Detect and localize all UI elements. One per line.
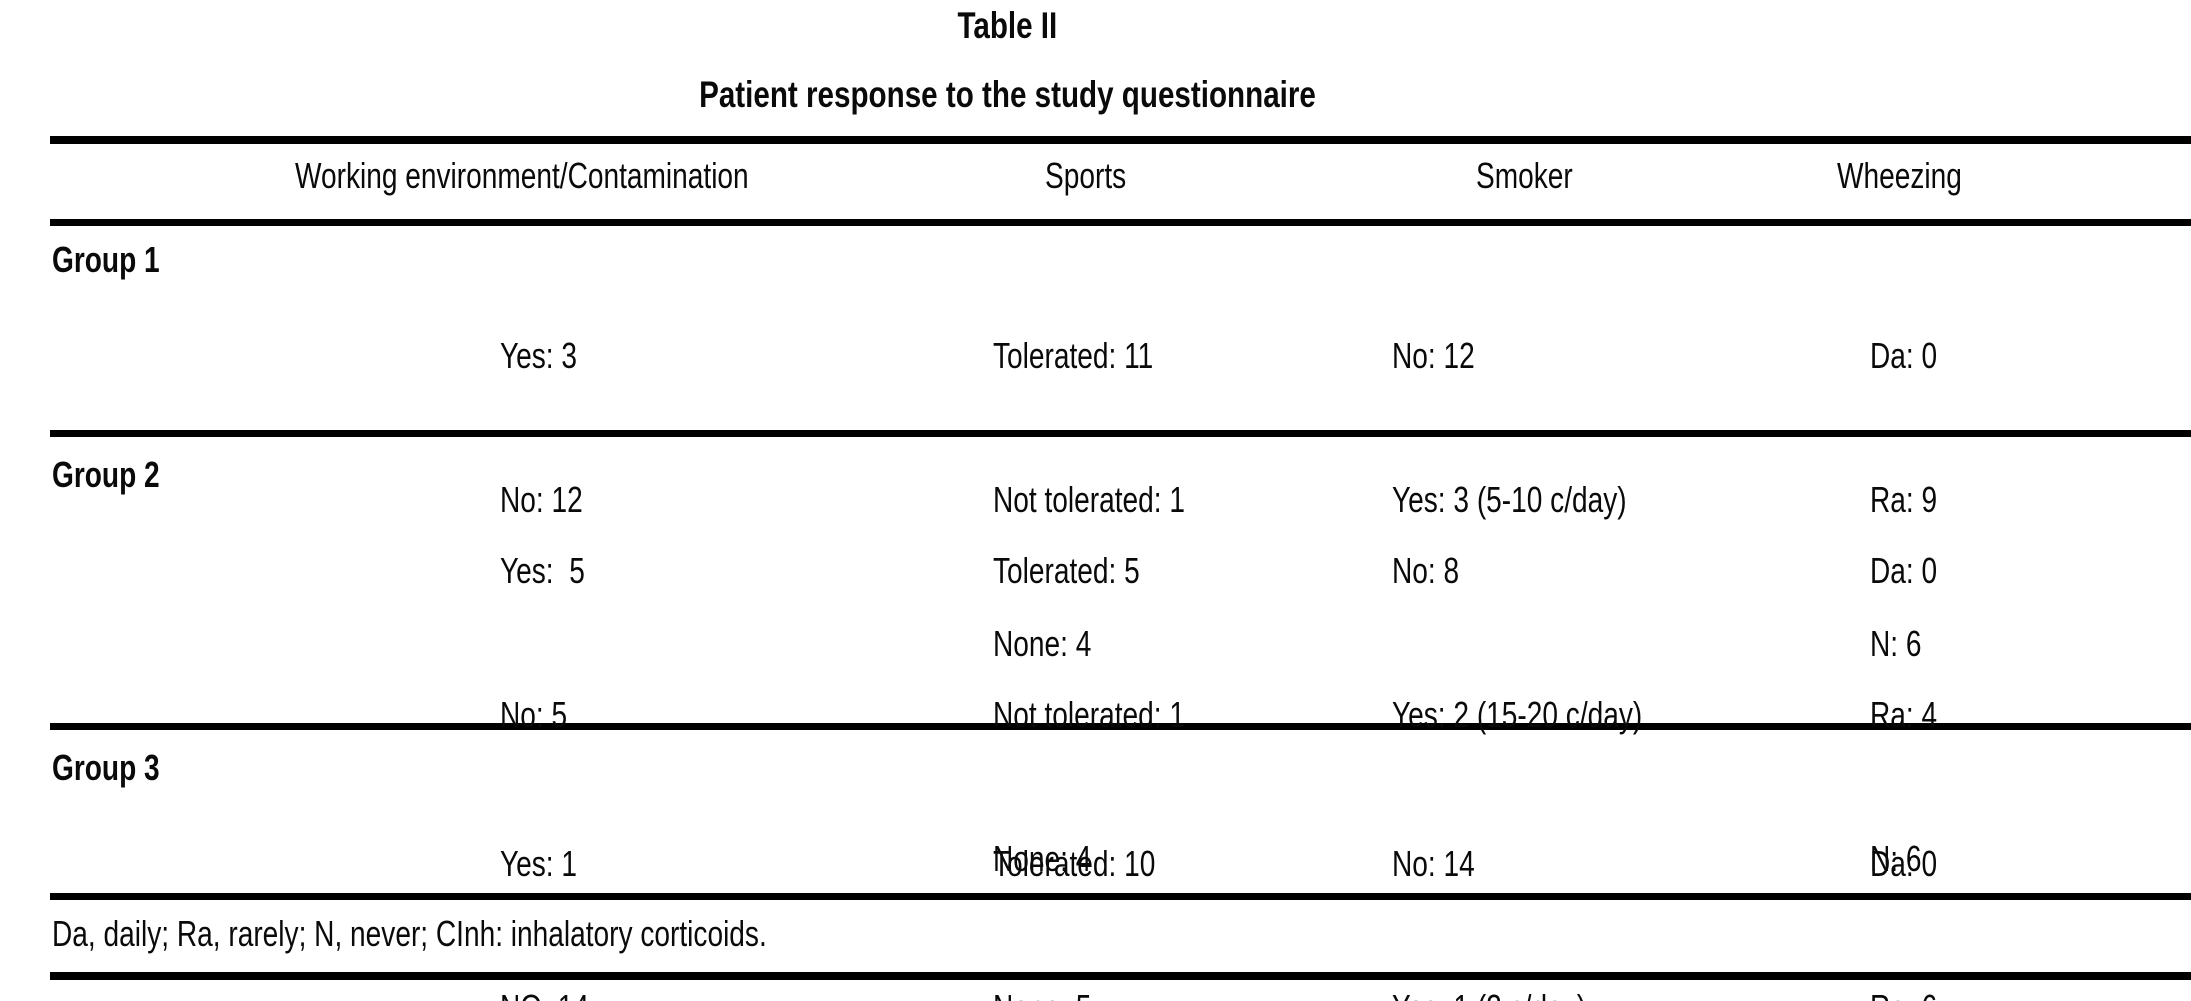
cell-sports: Tolerated: 11 Not tolerated: 1 None: 4 — [993, 236, 1185, 764]
rule-below-group1 — [50, 430, 2191, 437]
cell-line: No: 5 — [500, 694, 568, 735]
cell-line: Da: 0 — [1870, 550, 1938, 591]
cell-line: Da: 0 — [1870, 335, 1938, 376]
row-label: Group 2 — [52, 454, 160, 495]
cell-line: None: 5 — [993, 984, 1155, 1001]
cell-line: No: 12 — [1392, 335, 1475, 376]
rule-below-group2 — [50, 723, 2191, 730]
cell-line: Ra: 9 — [1870, 479, 1938, 520]
column-header-sports: Sports — [1045, 155, 1127, 196]
cell-sports: Tolerated: 5 Not tolerated: 1 None: 4 — [993, 451, 1185, 979]
cell-wheezing: Da: 0 Ra: 6 N: 9 — [1870, 744, 1937, 1001]
cell-line: None: 4 — [993, 623, 1092, 664]
table-title-text: Table II — [957, 5, 1057, 46]
cell-line: Tolerated: 11 — [993, 335, 1154, 376]
cell-line: Yes: 3 (5-10 c/day) — [1392, 479, 1627, 520]
cell-line: No: 14 — [1392, 843, 1475, 884]
cell-wheezing: Da: 0 Ra: 9 N: 6 — [1870, 236, 1937, 764]
cell-line: N: 6 — [1870, 623, 1922, 664]
table-subtitle: Patient response to the study questionna… — [0, 71, 2014, 119]
cell-line: Yes: 1 (2 c/day) — [1392, 984, 1586, 1001]
rule-top — [50, 136, 2191, 144]
cell-line: Not tolerated: 1 — [993, 694, 1186, 735]
cell-line: None: 4 — [993, 838, 1092, 879]
column-header-wheezing: Wheezing — [1837, 155, 1962, 196]
cell-line: Yes: 2 (15-20 c/day) — [1392, 694, 1643, 735]
cell-line: No: 12 — [500, 479, 583, 520]
cell-working: Yes: 3 No: 12 — [500, 236, 583, 620]
rule-bottom — [50, 972, 2191, 980]
cell-line: N: 6 — [1870, 838, 1922, 879]
cell-line: Ra: 4 — [1870, 694, 1938, 735]
cell-working: Yes: 5 No: 5 — [500, 451, 585, 835]
table-subtitle-text: Patient response to the study questionna… — [698, 74, 1316, 115]
cell-line: Ra: 6 — [1870, 984, 1937, 1001]
row-label: Group 1 — [52, 239, 160, 280]
cell-line: NO: 14 — [500, 984, 589, 1001]
column-header-working-environment: Working environment/Contamination — [295, 155, 749, 196]
cell-sports: Tolerated: 10 None: 5 — [993, 744, 1155, 1001]
cell-smoker: No: 14 Yes: 1 (2 c/day) — [1392, 744, 1586, 1001]
cell-line: No: 8 — [1392, 550, 1460, 591]
rule-below-group3 — [50, 893, 2191, 900]
column-header-smoker: Smoker — [1476, 155, 1573, 196]
cell-smoker: No: 12 Yes: 3 (5-10 c/day) — [1392, 236, 1627, 620]
cell-smoker: No: 8 Yes: 2 (15-20 c/day) — [1392, 451, 1642, 835]
cell-line: Yes: 3 — [500, 335, 578, 376]
cell-working: Yes: 1 NO: 14 — [500, 744, 589, 1001]
table-footnote: Da, daily; Ra, rarely; N, never; CInh: i… — [52, 913, 767, 954]
cell-line: Tolerated: 10 — [993, 843, 1156, 884]
table-title: Table II — [0, 2, 2014, 50]
cell-line: Yes: 1 — [500, 843, 578, 884]
cell-line: Yes: 5 — [500, 550, 585, 591]
cell-wheezing: Da: 0 Ra: 4 N: 6 — [1870, 451, 1937, 979]
row-label: Group 3 — [52, 747, 160, 788]
rule-below-header — [50, 219, 2191, 226]
cell-line: Not tolerated: 1 — [993, 479, 1186, 520]
cell-line: Tolerated: 5 — [993, 550, 1140, 591]
cell-line: Da: 0 — [1870, 843, 1938, 884]
